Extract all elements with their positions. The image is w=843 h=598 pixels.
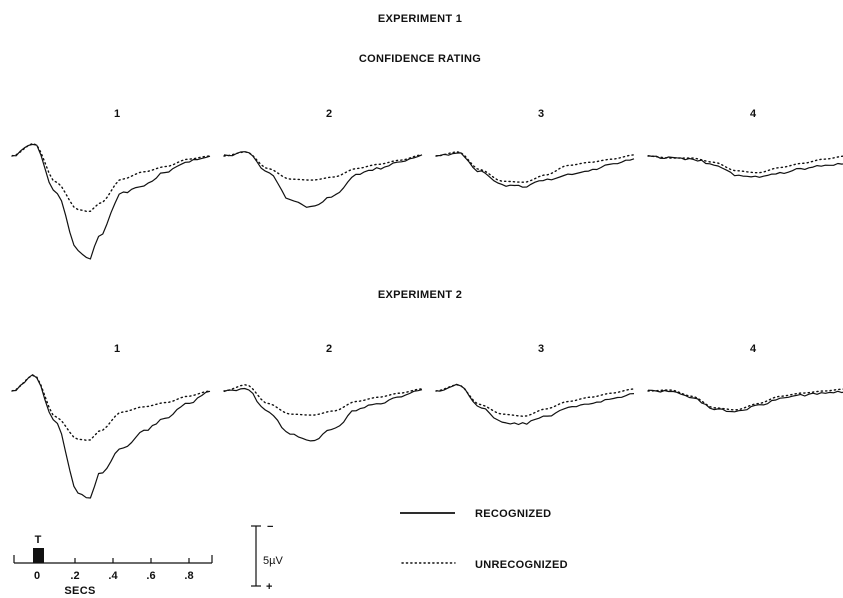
exp1-panel-1-unrecognized-trace bbox=[11, 142, 211, 212]
exp2-panel-2-unrecognized-trace bbox=[223, 384, 423, 416]
exp2-panel-2-recognized-trace bbox=[223, 387, 423, 442]
exp2-panel-3-recognized-trace bbox=[435, 383, 635, 426]
exp2-panel-3-unrecognized-trace bbox=[435, 384, 635, 417]
exp1-panel-4-label: 4 bbox=[750, 108, 757, 120]
exp1-panel-3-recognized-trace bbox=[435, 152, 635, 188]
exp1-panel-2-recognized-trace bbox=[223, 151, 423, 208]
exp1-panel-2-label: 2 bbox=[326, 108, 332, 120]
exp1-panel-3-unrecognized-trace bbox=[435, 151, 635, 183]
legend-recognized-label: RECOGNIZED bbox=[475, 508, 551, 520]
exp1-panel-4-unrecognized-trace bbox=[647, 155, 843, 174]
confidence-rating-subtitle: CONFIDENCE RATING bbox=[359, 53, 481, 65]
experiment1-title: EXPERIMENT 1 bbox=[378, 13, 462, 25]
voltage-scale-negative: − bbox=[267, 521, 273, 533]
exp2-panel-1-label: 1 bbox=[114, 343, 120, 355]
voltage-scale-positive: + bbox=[266, 581, 272, 593]
exp1-panel-1-recognized-trace bbox=[11, 143, 211, 260]
time-axis: T 0 .2 .4 .6 .8 SECS bbox=[13, 534, 213, 597]
time-tick-label-0: 0 bbox=[34, 570, 40, 582]
exp2-panel-1-unrecognized-trace bbox=[11, 374, 211, 441]
waveform-panels: 1 2 3 4 1 2 3 4 bbox=[11, 108, 843, 499]
time-tick-label-3: .6 bbox=[146, 570, 155, 582]
exp1-panel-1-label: 1 bbox=[114, 108, 120, 120]
voltage-scale: − 5µV + bbox=[251, 521, 283, 593]
legend: RECOGNIZED UNRECOGNIZED bbox=[400, 508, 568, 571]
experiment2-title: EXPERIMENT 2 bbox=[378, 289, 462, 301]
stimulus-marker-label: T bbox=[35, 534, 42, 546]
exp2-panel-4-recognized-trace bbox=[647, 389, 843, 413]
exp1-panel-3-label: 3 bbox=[538, 108, 544, 120]
time-tick-label-4: .8 bbox=[184, 570, 193, 582]
voltage-scale-value: 5µV bbox=[263, 555, 283, 567]
exp2-panel-4-unrecognized-trace bbox=[647, 388, 843, 411]
time-axis-unit: SECS bbox=[64, 585, 95, 597]
exp2-panel-4-label: 4 bbox=[750, 343, 757, 355]
exp1-panel-2-unrecognized-trace bbox=[223, 151, 423, 181]
exp2-panel-1-recognized-trace bbox=[11, 374, 211, 499]
exp1-panel-4-recognized-trace bbox=[647, 155, 843, 178]
legend-unrecognized-label: UNRECOGNIZED bbox=[475, 559, 568, 571]
exp2-panel-2-label: 2 bbox=[326, 343, 332, 355]
time-tick-label-1: .2 bbox=[70, 570, 79, 582]
stimulus-marker bbox=[33, 548, 44, 563]
exp2-panel-3-label: 3 bbox=[538, 343, 544, 355]
time-tick-label-2: .4 bbox=[108, 570, 118, 582]
